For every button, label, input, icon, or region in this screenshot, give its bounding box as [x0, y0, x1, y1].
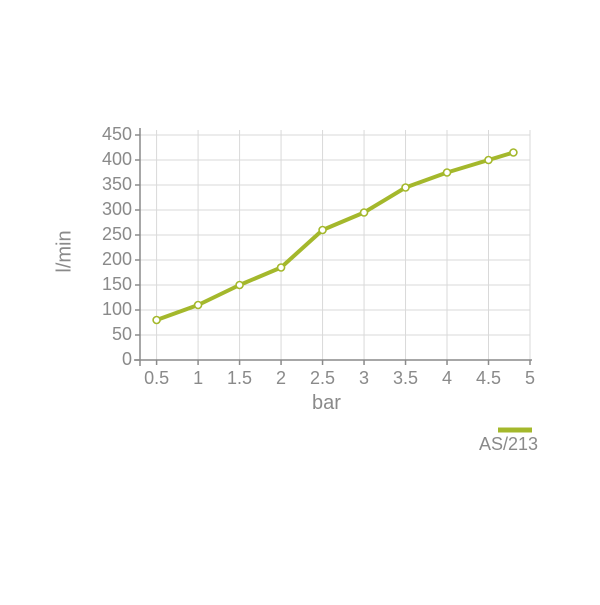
y-tick: 350 — [82, 174, 132, 195]
x-axis-label: bar — [312, 392, 341, 415]
x-tick: 3.5 — [386, 368, 426, 389]
x-tick: 5 — [510, 368, 550, 389]
y-tick: 250 — [82, 224, 132, 245]
y-tick: 450 — [82, 124, 132, 145]
chart-canvas: l/min bar 0 50 100 150 200 250 300 350 400 450 0.… — [0, 0, 600, 600]
y-tick: 50 — [82, 324, 132, 345]
legend-label: AS/213 — [479, 434, 538, 455]
y-tick: 400 — [82, 149, 132, 170]
y-tick: 150 — [82, 274, 132, 295]
x-tick: 2 — [261, 368, 301, 389]
x-tick: 4.5 — [469, 368, 509, 389]
x-tick: 1 — [178, 368, 218, 389]
y-tick: 100 — [82, 299, 132, 320]
y-tick: 200 — [82, 249, 132, 270]
x-tick: 2.5 — [303, 368, 343, 389]
y-tick: 300 — [82, 199, 132, 220]
y-tick: 0 — [82, 349, 132, 370]
x-tick: 1.5 — [220, 368, 260, 389]
x-tick: 4 — [427, 368, 467, 389]
x-tick: 3 — [344, 368, 384, 389]
x-tick: 0.5 — [137, 368, 177, 389]
y-axis-label: l/min — [54, 230, 77, 272]
